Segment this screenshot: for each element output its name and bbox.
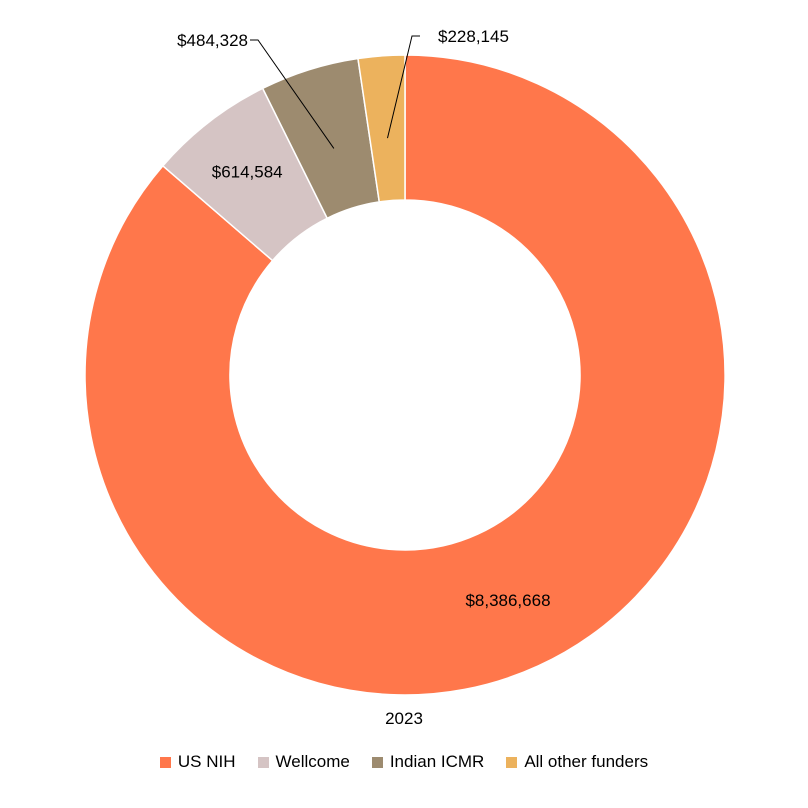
legend-item-all-other-funders: All other funders	[506, 752, 648, 772]
legend-item-us-nih: US NIH	[159, 752, 236, 772]
slice-all-other-funders	[357, 54, 406, 203]
legend-swatch	[159, 756, 171, 768]
leader-line-indian-icmr	[250, 39, 335, 149]
legend-item-wellcome: Wellcome	[257, 752, 350, 772]
data-label-us-nih: $8,386,668	[465, 591, 550, 610]
category-label: 2023	[385, 709, 423, 728]
legend-label: All other funders	[524, 752, 649, 771]
legend-label: Indian ICMR	[389, 752, 485, 771]
legend-swatch	[506, 756, 518, 768]
legend-label: US NIH	[177, 752, 236, 771]
legend-swatch	[371, 756, 383, 768]
data-label-wellcome: $614,584	[212, 163, 283, 182]
data-label-all-other-funders: $228,145	[438, 27, 509, 46]
legend: US NIH Wellcome Indian ICMR All other funde…	[0, 752, 808, 772]
data-label-indian-icmr: $484,328	[177, 31, 248, 50]
legend-label: Wellcome	[275, 752, 350, 771]
legend-swatch	[257, 756, 269, 768]
slice-us-nih	[84, 54, 726, 696]
leader-line-all-other-funders	[387, 35, 420, 139]
legend-item-indian-icmr: Indian ICMR	[371, 752, 485, 772]
